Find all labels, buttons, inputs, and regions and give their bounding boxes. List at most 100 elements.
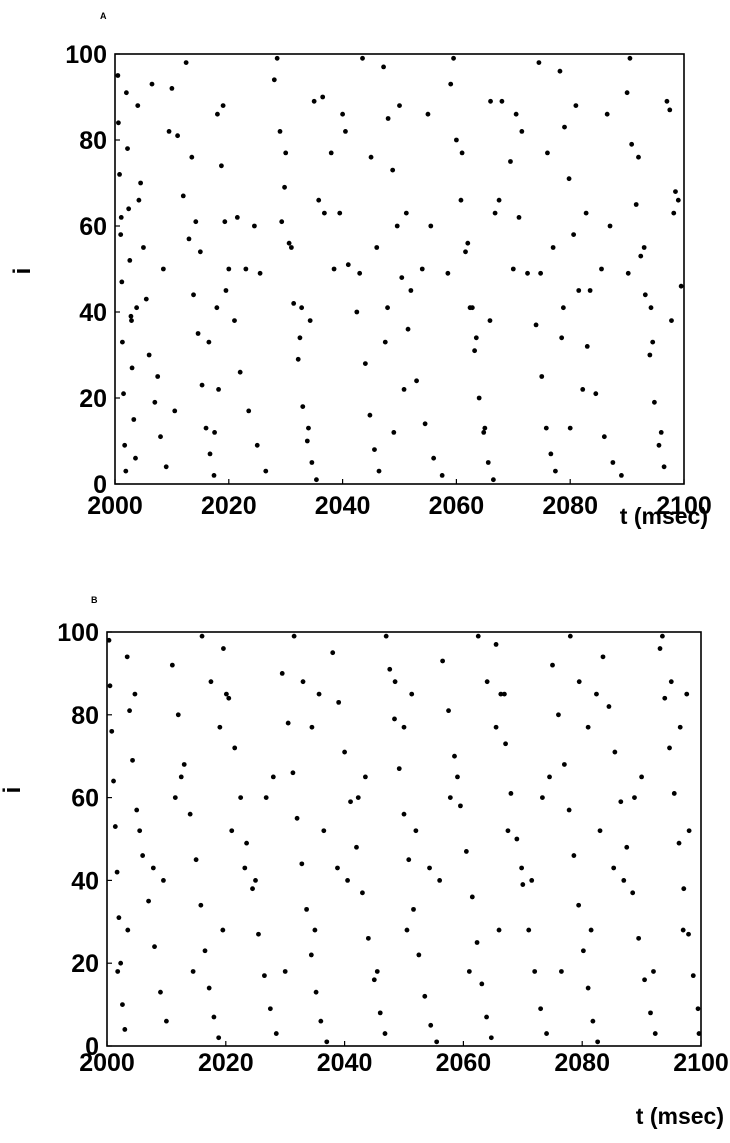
spike-point	[496, 927, 502, 933]
spike-point	[648, 1010, 653, 1016]
spike-point	[150, 865, 156, 871]
spike-point	[539, 374, 545, 379]
spike-point	[485, 460, 491, 465]
spike-point	[553, 468, 558, 474]
spike-point	[514, 836, 520, 842]
spike-point	[481, 430, 487, 435]
spike-point	[431, 455, 437, 461]
spike-point	[390, 167, 396, 173]
spike-point	[440, 658, 446, 664]
spike-point	[212, 430, 217, 435]
spike-point	[472, 348, 478, 354]
spike-point	[397, 103, 402, 108]
spike-point	[559, 335, 565, 341]
spike-point	[604, 111, 610, 117]
spike-point	[538, 1006, 544, 1012]
spike-point	[220, 927, 226, 933]
spike-point	[496, 197, 502, 203]
spike-point	[263, 468, 269, 474]
spike-point	[316, 691, 322, 697]
spike-point	[638, 253, 644, 259]
spike-point	[482, 425, 488, 431]
spike-point	[365, 935, 371, 941]
spike-point	[172, 408, 178, 414]
spike-point	[314, 477, 319, 483]
spike-point	[487, 318, 493, 323]
spike-point	[246, 408, 252, 414]
spike-point	[146, 898, 151, 904]
spike-point	[599, 266, 604, 272]
spike-point	[360, 890, 365, 896]
spike-point	[463, 249, 468, 255]
spike-point	[115, 73, 121, 78]
panel-letter: B	[91, 595, 98, 605]
spike-point	[122, 1027, 128, 1032]
spike-point	[394, 223, 400, 229]
spike-point	[123, 468, 129, 474]
spike-point	[544, 1031, 549, 1036]
spike-point	[650, 339, 656, 345]
spike-point	[383, 633, 389, 639]
y-tick-label: 0	[85, 1033, 99, 1061]
spike-point	[466, 969, 472, 974]
spike-point	[336, 699, 342, 705]
spike-point	[132, 691, 138, 697]
spike-point	[652, 1031, 658, 1036]
spike-point	[127, 708, 132, 714]
x-tick-label: 2100	[656, 492, 712, 520]
spike-point	[484, 1014, 489, 1020]
spike-point	[543, 425, 549, 431]
spike-point	[172, 795, 178, 800]
x-axis-title: t (msec)	[636, 1103, 724, 1129]
spike-point	[593, 391, 599, 397]
spike-point	[659, 633, 665, 639]
spike-point	[160, 266, 166, 272]
spike-point	[371, 977, 377, 983]
spike-point	[499, 98, 505, 104]
x-tick-label: 2020	[201, 492, 257, 520]
spike-point	[125, 146, 130, 152]
spike-point	[316, 197, 322, 203]
spike-point	[374, 969, 380, 974]
spike-point	[525, 270, 530, 276]
spike-point	[309, 460, 315, 465]
spike-point	[561, 762, 567, 767]
spike-point	[343, 129, 348, 134]
spike-point	[263, 795, 269, 800]
spike-point	[411, 906, 416, 912]
y-tick-label: 20	[71, 950, 99, 978]
spike-point	[439, 473, 445, 478]
spike-point	[413, 828, 419, 834]
spike-point	[115, 969, 121, 974]
spike-point	[308, 952, 314, 958]
spike-point	[135, 103, 141, 108]
spike-point	[627, 55, 633, 61]
spike-point	[119, 279, 125, 285]
spike-point	[253, 878, 258, 883]
spike-point	[451, 55, 456, 61]
spike-point	[657, 646, 663, 651]
spike-point	[216, 387, 221, 392]
spike-point	[624, 844, 630, 850]
spike-point	[680, 927, 686, 933]
spike-point	[583, 210, 589, 216]
spike-point	[207, 451, 213, 457]
spike-point	[405, 326, 411, 332]
spike-point	[321, 828, 327, 834]
spike-point	[556, 712, 561, 718]
spike-point	[387, 666, 393, 672]
spike-point	[140, 853, 146, 858]
spike-point	[297, 335, 303, 341]
spike-point	[203, 425, 209, 431]
spike-point	[166, 129, 172, 134]
spike-point	[671, 210, 677, 216]
spike-point	[169, 662, 175, 668]
spike-point	[396, 766, 402, 772]
spike-point	[250, 886, 255, 892]
spike-point	[526, 927, 532, 933]
spike-point	[138, 180, 144, 186]
spike-point	[291, 633, 297, 639]
spike-point	[223, 288, 229, 293]
